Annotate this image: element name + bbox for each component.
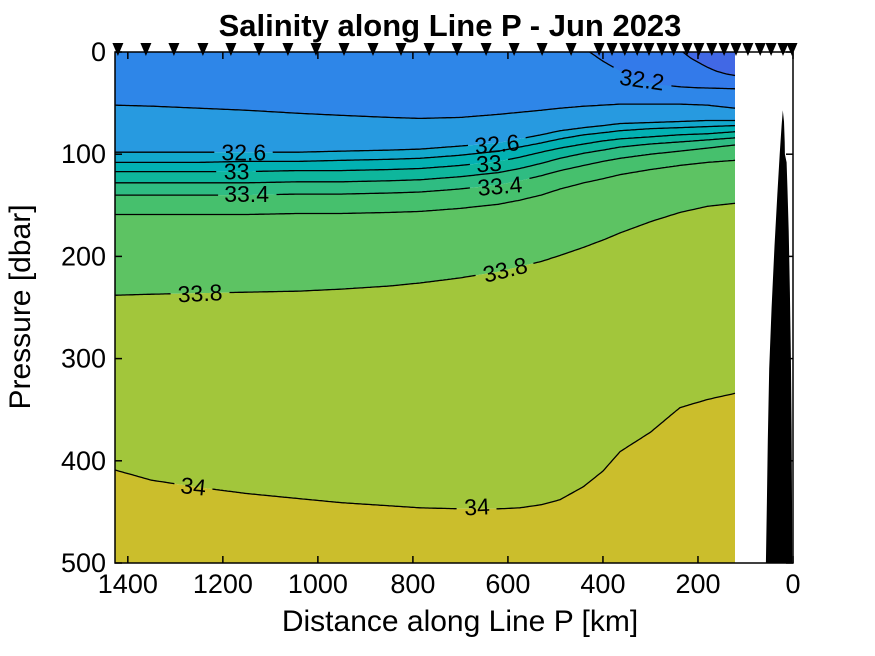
- contour-label-34: 34: [464, 493, 491, 520]
- station-marker: [395, 43, 407, 56]
- contour-band-9: [115, 393, 735, 563]
- contour-label-33: 33: [475, 150, 502, 178]
- station-marker: [565, 43, 577, 56]
- station-marker: [310, 43, 322, 56]
- station-marker: [777, 43, 789, 56]
- contour-line-33: [255, 163, 470, 173]
- contour-label-32.6: 32.6: [474, 129, 521, 159]
- x-tick-label: 1400: [98, 569, 158, 599]
- station-marker: [730, 43, 742, 56]
- contour-line-33.4: [276, 187, 470, 196]
- y-axis-label: Pressure [dbar]: [4, 204, 37, 409]
- contour-line-33.8: [229, 274, 476, 294]
- y-tick-label: 100: [61, 139, 106, 169]
- station-marker: [168, 43, 180, 56]
- station-marker: [197, 43, 209, 56]
- contour-label-34: 34: [179, 472, 207, 501]
- station-marker: [225, 43, 237, 56]
- contour-label-33.8: 33.8: [177, 279, 223, 307]
- y-tick-label: 400: [61, 446, 106, 476]
- contour-line-33.8: [115, 293, 171, 296]
- contour-band-2: [115, 120, 735, 163]
- contour-line-32: [682, 51, 736, 77]
- contour-line-32.6: [272, 144, 469, 153]
- x-axis-label: Distance along Line P [km]: [282, 605, 638, 638]
- station-marker: [656, 43, 668, 56]
- station-marker: [786, 43, 798, 56]
- station-marker: [253, 43, 265, 56]
- chart-title: Salinity along Line P - Jun 2023: [219, 8, 682, 43]
- contour-line-33.2: [115, 137, 736, 184]
- x-tick-label: 600: [485, 569, 530, 599]
- contour-band-0: [115, 52, 735, 119]
- corner-band-32: [682, 52, 735, 76]
- x-tick-label: 0: [785, 569, 800, 599]
- contour-band-5: [115, 137, 735, 196]
- station-marker: [619, 43, 631, 56]
- contour-line-32.4: [114, 103, 736, 120]
- contour-line-34: [212, 488, 457, 510]
- contour-line-33.6: [115, 159, 736, 216]
- contour-line-32.6: [525, 119, 735, 139]
- station-marker: [706, 43, 718, 56]
- station-marker: [668, 43, 680, 56]
- contour-line-32.8: [115, 124, 736, 164]
- axes-box: [114, 51, 794, 564]
- contour-line-33: [507, 131, 736, 161]
- station-marker: [480, 43, 492, 56]
- contour-line-33.4: [529, 144, 736, 180]
- y-tick-label: 500: [61, 548, 106, 578]
- station-marker: [423, 43, 435, 56]
- station-marker: [742, 43, 754, 56]
- y-tick-label: 200: [61, 241, 106, 271]
- station-marker: [536, 43, 548, 56]
- station-marker: [606, 43, 618, 56]
- x-tick-label: 1200: [193, 569, 253, 599]
- station-marker: [508, 43, 520, 56]
- contour-line-32.2: [589, 51, 614, 68]
- contour-band-3: [115, 125, 735, 172]
- x-tick-label: 200: [675, 569, 720, 599]
- contour-label-33.4: 33.4: [224, 181, 269, 207]
- bathymetry-shape: [765, 110, 793, 564]
- station-marker: [693, 43, 705, 56]
- contour-label-32.2: 32.2: [618, 64, 666, 96]
- contour-label-32.6: 32.6: [221, 139, 266, 165]
- contour-band-7: [115, 160, 735, 296]
- station-marker: [282, 43, 294, 56]
- contour-band-6: [115, 145, 735, 215]
- y-tick-label: 0: [91, 37, 106, 67]
- station-marker: [367, 43, 379, 56]
- station-marker: [754, 43, 766, 56]
- contour-band-4: [115, 131, 735, 183]
- station-marker: [338, 43, 350, 56]
- contour-label-33: 33: [224, 159, 250, 185]
- contour-line-34: [114, 469, 175, 485]
- station-marker: [112, 43, 124, 56]
- station-marker: [765, 43, 777, 56]
- contour-label-33.4: 33.4: [476, 171, 523, 201]
- contour-line-32.2: [671, 85, 736, 90]
- x-tick-label: 1000: [288, 569, 348, 599]
- station-marker: [140, 43, 152, 56]
- contour-line-34: [496, 392, 736, 510]
- y-tick-label: 300: [61, 344, 106, 374]
- contour-band-1: [115, 104, 735, 153]
- x-tick-label: 400: [580, 569, 625, 599]
- station-marker: [643, 43, 655, 56]
- station-marker: [718, 43, 730, 56]
- station-marker: [681, 43, 693, 56]
- plot-canvas: 32.232.63333.432.63333.433.833.834341400…: [61, 37, 801, 599]
- contour-line-33.8: [533, 202, 736, 265]
- station-marker: [593, 43, 605, 56]
- station-marker: [631, 43, 643, 56]
- x-tick-label: 800: [390, 569, 435, 599]
- station-marker: [451, 43, 463, 56]
- contour-band-8: [115, 203, 735, 509]
